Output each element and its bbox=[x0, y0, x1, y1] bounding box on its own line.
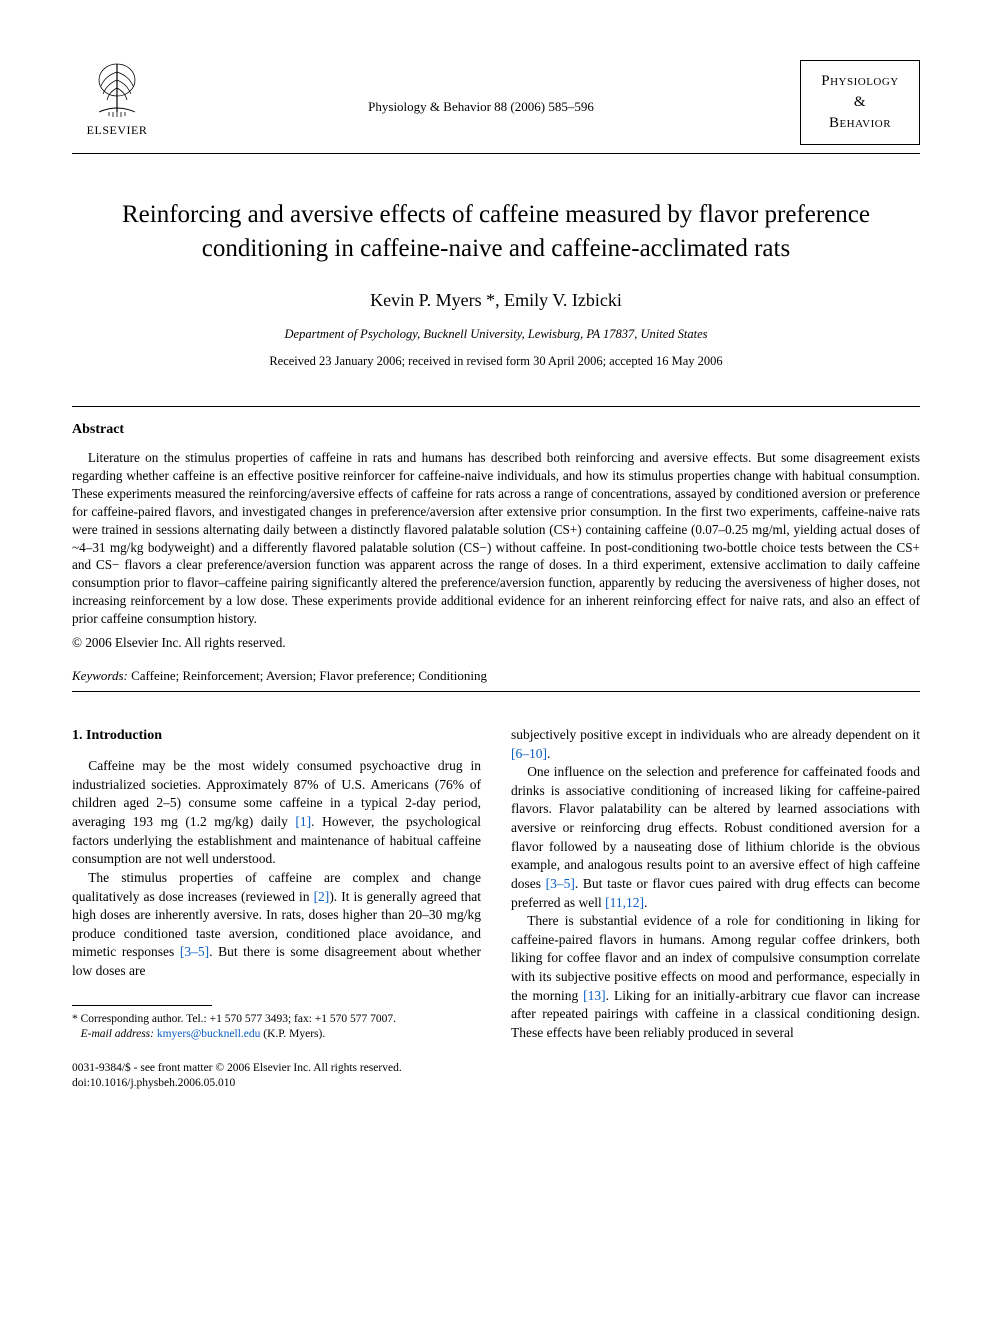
cite-3-5[interactable]: [3–5] bbox=[180, 944, 209, 959]
affiliation: Department of Psychology, Bucknell Unive… bbox=[72, 326, 920, 343]
doi-line1: 0031-9384/$ - see front matter © 2006 El… bbox=[72, 1061, 920, 1077]
keywords-label: Keywords: bbox=[72, 668, 128, 683]
intro-para-5: There is substantial evidence of a role … bbox=[511, 912, 920, 1042]
keywords-list: Caffeine; Reinforcement; Aversion; Flavo… bbox=[131, 668, 487, 683]
abstract-top-rule bbox=[72, 406, 920, 407]
intro-para-2: The stimulus properties of caffeine are … bbox=[72, 869, 481, 981]
abstract-copyright: © 2006 Elsevier Inc. All rights reserved… bbox=[72, 634, 920, 652]
doi-line2: doi:10.1016/j.physbeh.2006.05.010 bbox=[72, 1076, 920, 1092]
p4-text-c: . bbox=[644, 895, 647, 910]
keywords-rule bbox=[72, 691, 920, 692]
footnote-email[interactable]: kmyers@bucknell.edu bbox=[157, 1028, 261, 1040]
journal-title-box: Physiology & Behavior bbox=[800, 60, 920, 145]
body-columns: 1. Introduction Caffeine may be the most… bbox=[72, 726, 920, 1043]
authors: Kevin P. Myers *, Emily V. Izbicki bbox=[72, 288, 920, 312]
elsevier-logo-icon bbox=[91, 60, 143, 118]
publisher-name: ELSEVIER bbox=[87, 122, 148, 138]
journal-box-amp: & bbox=[807, 92, 913, 113]
journal-reference: Physiology & Behavior 88 (2006) 585–596 bbox=[162, 98, 800, 116]
footnote-email-attr: (K.P. Myers). bbox=[260, 1028, 325, 1040]
corresponding-author-footnote: * Corresponding author. Tel.: +1 570 577… bbox=[72, 1012, 481, 1043]
cite-1[interactable]: [1] bbox=[295, 814, 311, 829]
right-column: subjectively positive except in individu… bbox=[511, 726, 920, 1043]
footnote-rule bbox=[72, 1005, 212, 1006]
page-header: ELSEVIER Physiology & Behavior 88 (2006)… bbox=[72, 60, 920, 145]
footnote-email-line: E-mail address: kmyers@bucknell.edu (K.P… bbox=[72, 1027, 481, 1043]
abstract-body: Literature on the stimulus properties of… bbox=[72, 449, 920, 627]
abstract-heading: Abstract bbox=[72, 421, 920, 440]
keywords-line: Keywords: Caffeine; Reinforcement; Avers… bbox=[72, 667, 920, 685]
p3-text-a: subjectively positive except in individu… bbox=[511, 727, 920, 742]
cite-3-5b[interactable]: [3–5] bbox=[546, 876, 575, 891]
cite-11-12[interactable]: [11,12] bbox=[605, 895, 644, 910]
section-1-heading: 1. Introduction bbox=[72, 726, 481, 745]
article-title: Reinforcing and aversive effects of caff… bbox=[92, 198, 900, 266]
p4-text-a: One influence on the selection and prefe… bbox=[511, 764, 920, 891]
journal-box-line2: Behavior bbox=[807, 113, 913, 134]
cite-13[interactable]: [13] bbox=[583, 988, 606, 1003]
cite-6-10[interactable]: [6–10] bbox=[511, 746, 547, 761]
article-dates: Received 23 January 2006; received in re… bbox=[72, 353, 920, 370]
publisher-block: ELSEVIER bbox=[72, 60, 162, 138]
intro-para-4: One influence on the selection and prefe… bbox=[511, 763, 920, 912]
intro-para-1: Caffeine may be the most widely consumed… bbox=[72, 757, 481, 869]
footnote-email-label: E-mail address: bbox=[81, 1028, 154, 1040]
cite-2[interactable]: [2] bbox=[314, 889, 330, 904]
p3-text-b: . bbox=[547, 746, 550, 761]
header-rule bbox=[72, 153, 920, 154]
journal-box-line1: Physiology bbox=[807, 71, 913, 92]
doi-block: 0031-9384/$ - see front matter © 2006 El… bbox=[72, 1061, 920, 1092]
intro-para-3: subjectively positive except in individu… bbox=[511, 726, 920, 763]
left-column: 1. Introduction Caffeine may be the most… bbox=[72, 726, 481, 1043]
footnote-corr: * Corresponding author. Tel.: +1 570 577… bbox=[72, 1012, 481, 1028]
